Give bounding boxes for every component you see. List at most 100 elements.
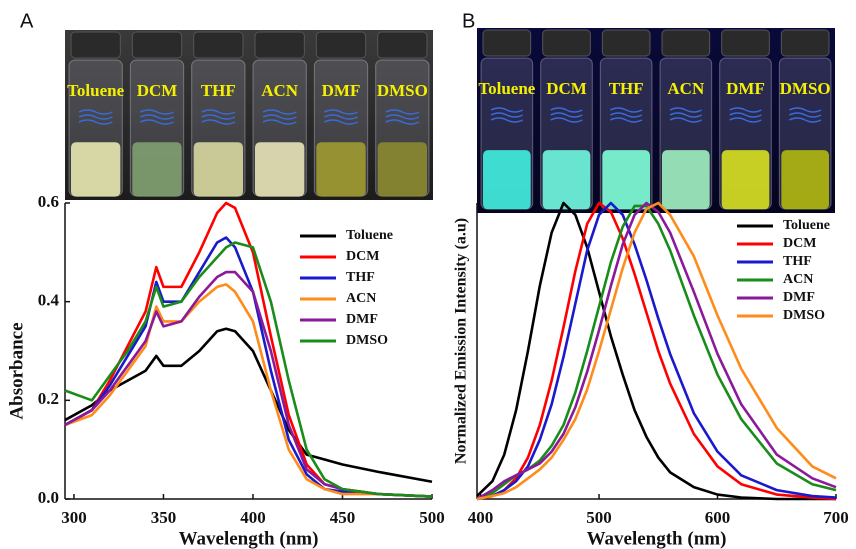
- vial-mark: [324, 114, 358, 120]
- photo-label: Toluene: [478, 79, 535, 98]
- series-line: [64, 270, 433, 498]
- vial-mark: [490, 112, 524, 118]
- vial-cap: [193, 31, 244, 59]
- vial-liquid: [193, 142, 243, 197]
- photo-label: Toluene: [67, 81, 124, 100]
- vial-mark: [78, 114, 113, 120]
- photo-label: DCM: [137, 81, 178, 100]
- photo-label: ACN: [667, 79, 705, 98]
- vial-mark: [609, 112, 643, 118]
- x-tick-label: 400: [240, 508, 266, 527]
- vial-mark: [201, 109, 236, 115]
- vial-mark: [140, 114, 174, 120]
- legend-label: DMF: [783, 290, 815, 305]
- vial-mark: [385, 119, 420, 125]
- vial-mark: [324, 109, 358, 115]
- vial-mark: [490, 117, 524, 123]
- vial-mark: [262, 109, 297, 115]
- photo-label: THF: [609, 79, 644, 98]
- series-line: [64, 327, 433, 484]
- y-tick-label: 0.6: [38, 192, 59, 211]
- vial-liquid: [542, 150, 591, 210]
- photo-label: DMF: [726, 79, 765, 98]
- x-tick-label: 450: [330, 508, 356, 527]
- panel-label: A: [20, 10, 34, 32]
- series-line: [476, 201, 837, 501]
- vial-mark: [550, 112, 583, 118]
- vial-liquid: [721, 150, 770, 210]
- vial-mark: [669, 117, 703, 123]
- photo: [65, 30, 433, 200]
- vial-liquid: [377, 142, 427, 197]
- x-tick-label: 600: [705, 508, 731, 527]
- vial-cap: [70, 31, 121, 59]
- vial-mark: [262, 119, 297, 125]
- vial-mark: [609, 107, 643, 113]
- y-tick-label: 0.0: [38, 488, 59, 507]
- vial-mark: [78, 109, 113, 115]
- legend-label: ACN: [783, 272, 813, 287]
- vial-mark: [262, 114, 297, 120]
- vial-cap: [721, 29, 770, 57]
- vial-mark: [140, 109, 174, 115]
- vial-cap: [315, 31, 367, 59]
- photo-label: ACN: [261, 81, 299, 100]
- vial-cap: [254, 31, 305, 59]
- legend-label: Toluene: [346, 228, 393, 243]
- legend-label: DMSO: [346, 333, 388, 348]
- vial-cap: [661, 29, 711, 57]
- vial-liquid: [255, 142, 305, 197]
- vial-mark: [609, 117, 643, 123]
- legend-label: THF: [346, 270, 375, 285]
- vial-mark: [490, 107, 524, 113]
- vial-mark: [550, 107, 583, 113]
- x-tick-label: 350: [151, 508, 177, 527]
- vial-liquid: [781, 150, 829, 210]
- y-axis-title: Absorbance: [6, 322, 27, 419]
- x-tick-label: 500: [586, 508, 612, 527]
- photo: [477, 28, 835, 213]
- series-line: [64, 283, 433, 498]
- x-tick-label: 400: [468, 508, 494, 527]
- series-line: [476, 201, 837, 501]
- vial-mark: [550, 117, 583, 123]
- vial-mark: [385, 114, 420, 120]
- x-tick-label: 700: [823, 508, 849, 527]
- vial-liquid: [316, 142, 366, 197]
- vial-mark: [78, 119, 113, 125]
- legend-label: DCM: [346, 249, 379, 264]
- x-axis-title: Wavelength (nm): [587, 528, 727, 549]
- vial-cap: [542, 29, 591, 57]
- series-line: [64, 241, 433, 498]
- vial-mark: [324, 119, 358, 125]
- vial-mark: [788, 117, 822, 123]
- x-tick-label: 300: [61, 508, 87, 527]
- x-tick-label: 500: [419, 508, 445, 527]
- y-axis-title: Normalized Emission Intensity (a.u): [453, 218, 470, 464]
- series-line: [476, 201, 836, 501]
- vial-cap: [601, 29, 651, 57]
- vial-liquid: [71, 142, 121, 197]
- vial-cap: [131, 31, 183, 59]
- vial-liquid: [662, 150, 710, 210]
- legend-label: DMF: [346, 312, 378, 327]
- y-tick-label: 0.4: [38, 291, 60, 310]
- photo-label: DMSO: [780, 79, 831, 98]
- photo-label: DCM: [546, 79, 587, 98]
- vial-mark: [788, 112, 822, 118]
- vial-mark: [669, 112, 703, 118]
- series-line: [476, 201, 837, 501]
- vial-cap: [377, 31, 428, 59]
- vial-cap: [780, 29, 830, 57]
- vial-liquid: [602, 150, 650, 210]
- series-line: [64, 236, 433, 498]
- vial-mark: [140, 119, 174, 125]
- vial-mark: [669, 107, 703, 113]
- legend-label: THF: [783, 254, 812, 269]
- legend-label: Toluene: [783, 218, 830, 233]
- vial-mark: [729, 112, 762, 118]
- x-axis-title: Wavelength (nm): [179, 528, 319, 549]
- vial-mark: [729, 107, 762, 113]
- vial-mark: [385, 109, 420, 115]
